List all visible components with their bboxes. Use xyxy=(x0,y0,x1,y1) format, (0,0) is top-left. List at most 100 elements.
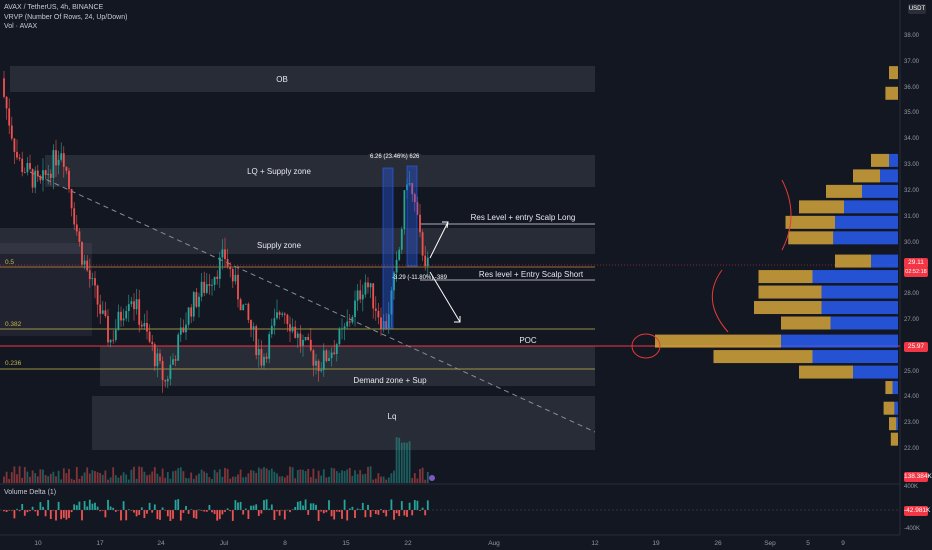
delta-bar xyxy=(187,510,190,514)
volume-bar xyxy=(348,467,351,483)
price-axis-tick: 28.00 xyxy=(904,291,920,298)
candle-body xyxy=(270,325,273,335)
volume-bar xyxy=(130,469,133,483)
delta-bar xyxy=(133,510,135,513)
volume-bar xyxy=(8,478,11,483)
candle-body xyxy=(385,321,388,329)
volume-bar xyxy=(44,474,47,483)
volume-bar xyxy=(416,478,419,483)
price-axis-tick: 35.00 xyxy=(904,110,920,117)
delta-bar xyxy=(143,510,146,519)
volume-bar xyxy=(244,476,247,483)
currency-label[interactable]: USDT xyxy=(908,4,926,14)
candle-body xyxy=(257,348,260,356)
delta-bar xyxy=(198,509,200,511)
volume-bar xyxy=(161,468,164,483)
delta-tick-bottom: -400K xyxy=(904,526,921,532)
candle-body xyxy=(133,301,135,310)
volume-bar xyxy=(291,467,294,483)
delta-bar xyxy=(135,510,138,517)
volume-bar xyxy=(317,470,320,483)
candle-body xyxy=(101,310,104,314)
candle-body xyxy=(237,274,239,300)
candle-body xyxy=(70,188,73,209)
candle-body xyxy=(218,257,221,279)
arrow-up xyxy=(429,221,449,259)
volume-bar xyxy=(148,474,151,483)
vp-row-down xyxy=(781,316,831,330)
volume-bar xyxy=(172,471,174,483)
price-axis-tick: 38.00 xyxy=(904,33,920,39)
volume-bar xyxy=(78,478,81,483)
delta-bar xyxy=(42,506,44,510)
delta-bar xyxy=(151,510,154,513)
delta-bar xyxy=(23,510,26,516)
time-axis-tick: 26 xyxy=(714,540,722,547)
volume-bar xyxy=(239,469,242,483)
delta-bar xyxy=(335,510,338,512)
candle-body xyxy=(148,331,151,342)
delta-bar xyxy=(361,502,364,510)
delta-bar xyxy=(364,510,367,518)
candle-body xyxy=(130,301,133,305)
delta-bar xyxy=(398,510,401,517)
delta-bar xyxy=(369,510,372,518)
delta-bar xyxy=(346,510,349,521)
candle-body xyxy=(231,269,234,282)
delta-bar xyxy=(221,510,224,515)
poc-price-chip: 25.97 xyxy=(904,342,928,352)
delta-bar xyxy=(174,499,177,510)
volume-bar xyxy=(70,478,73,483)
delta-bar xyxy=(138,510,141,515)
volume-bar xyxy=(395,437,398,483)
price-axis-tick: 22.00 xyxy=(904,446,920,452)
volume-bar xyxy=(229,478,232,483)
vrvp-indicator-label[interactable]: VRVP (Number Of Rows, 24, Up/Down) xyxy=(4,14,128,21)
volume-bar xyxy=(140,467,143,483)
candle-body xyxy=(408,183,411,185)
candle-body xyxy=(192,292,195,317)
delta-bar xyxy=(166,510,169,517)
volume-bar xyxy=(68,468,70,483)
candle-body xyxy=(49,173,52,178)
volume-bar xyxy=(403,442,406,483)
delta-bar xyxy=(203,510,206,512)
zone-left xyxy=(0,243,92,336)
candle-body xyxy=(377,310,380,318)
volume-bar xyxy=(122,472,125,483)
candle-body xyxy=(52,150,55,178)
delta-bar xyxy=(91,503,94,510)
delta-bar xyxy=(263,500,265,510)
poc-label: POC xyxy=(519,336,537,345)
volume-bar xyxy=(213,469,216,483)
volume-bar xyxy=(304,471,307,483)
delta-bar xyxy=(26,510,29,513)
zone-lq xyxy=(92,396,595,450)
candle-body xyxy=(268,334,271,359)
time-axis-tick: 24 xyxy=(157,540,165,547)
volume-bar xyxy=(107,479,109,483)
delta-bar xyxy=(29,510,31,512)
candle-body xyxy=(179,327,182,335)
candle-body xyxy=(164,380,167,382)
delta-bar xyxy=(372,510,375,511)
volume-bar xyxy=(385,479,388,483)
candle-body xyxy=(265,356,268,359)
volume-bar xyxy=(94,471,96,483)
delta-bar xyxy=(424,510,427,516)
zone-label-lq-supply: LQ + Supply zone xyxy=(247,167,311,176)
volume-bar xyxy=(16,474,18,483)
volume-delta-label[interactable]: Volume Delta (1) xyxy=(4,489,57,496)
delta-bar xyxy=(359,509,362,510)
volume-indicator-label[interactable]: Vol · AVAX xyxy=(4,23,38,30)
volume-bar xyxy=(354,470,356,483)
volume-bar xyxy=(169,478,172,483)
volume-bar xyxy=(309,477,312,483)
candle-body xyxy=(23,172,26,173)
delta-bar xyxy=(380,509,382,510)
delta-bar xyxy=(68,510,70,518)
volume-bar xyxy=(260,468,263,483)
candle-body xyxy=(166,378,169,382)
candle-body xyxy=(242,304,245,311)
